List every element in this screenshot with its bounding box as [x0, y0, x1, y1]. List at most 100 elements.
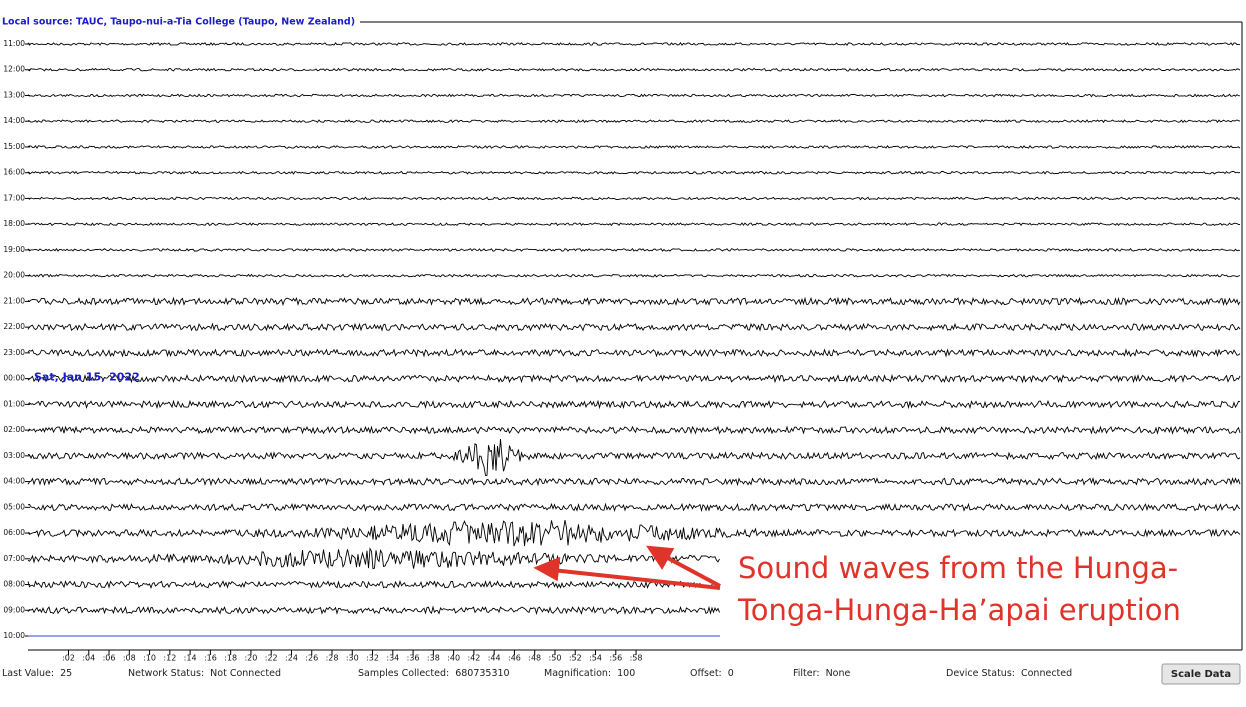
seismic-trace [27, 273, 1241, 278]
annotation-line: Tonga-Hunga-Ha’apai eruption [737, 593, 1181, 627]
hour-label: 00:00 [3, 374, 25, 383]
status-value: Connected [1021, 668, 1072, 679]
seismic-trace [27, 425, 1241, 435]
status-label: Magnification: [544, 668, 611, 679]
status-value: Not Connected [210, 668, 281, 679]
seismic-trace [27, 67, 1241, 72]
arrowhead [646, 545, 675, 570]
minute-label: :04 [82, 654, 95, 663]
status-value: 25 [60, 668, 72, 679]
status-label: Device Status: [946, 668, 1015, 679]
status-field: Last Value: 25 [2, 668, 72, 679]
minute-label: :02 [62, 654, 75, 663]
minute-label: :14 [184, 654, 197, 663]
minute-label: :34 [386, 654, 399, 663]
status-bar [0, 662, 1246, 707]
seismic-trace [27, 399, 1241, 410]
status-label: Last Value: [2, 668, 54, 679]
minute-label: :24 [285, 654, 298, 663]
seismic-trace [27, 476, 1241, 487]
minute-label: :46 [508, 654, 521, 663]
hour-label: 05:00 [3, 502, 25, 511]
hour-label: 12:00 [3, 65, 25, 74]
hour-label: 07:00 [3, 554, 25, 563]
seismic-trace [27, 93, 1241, 98]
minute-label: :26 [305, 654, 318, 663]
status-label: Offset: [690, 668, 722, 679]
minute-label: :58 [630, 654, 643, 663]
status-label: Network Status: [128, 668, 204, 679]
minute-label: :06 [103, 654, 116, 663]
seismic-trace [27, 170, 1241, 175]
minute-label: :42 [467, 654, 480, 663]
hour-label: 01:00 [3, 399, 25, 408]
status-field: Magnification: 100 [544, 668, 635, 679]
minute-label: :28 [326, 654, 339, 663]
hour-label: 08:00 [3, 580, 25, 589]
hour-label: 10:00 [3, 631, 25, 640]
hour-label: 14:00 [3, 116, 25, 125]
seismic-trace [27, 605, 720, 616]
hour-label: 22:00 [3, 322, 25, 331]
seismic-trace [27, 222, 1241, 227]
status-label: Filter: [793, 668, 820, 679]
seismic-trace [27, 547, 720, 570]
seismic-trace [27, 348, 1241, 358]
hour-label: 15:00 [3, 142, 25, 151]
seismic-trace [27, 520, 1241, 547]
hour-label: 09:00 [3, 605, 25, 614]
hour-label: 02:00 [3, 425, 25, 434]
source-title: Local source: TAUC, Taupo-nui-a-Tia Coll… [2, 17, 355, 28]
seismic-trace [27, 247, 1241, 252]
minute-label: :32 [366, 654, 379, 663]
minute-label: :52 [569, 654, 582, 663]
seismic-trace [27, 579, 720, 589]
hour-label: 17:00 [3, 193, 25, 202]
status-field: Filter: None [793, 668, 851, 679]
minute-label: :20 [244, 654, 257, 663]
status-value: 0 [728, 668, 734, 679]
hour-label: 21:00 [3, 296, 25, 305]
minute-label: :40 [447, 654, 460, 663]
status-field: Offset: 0 [690, 668, 734, 679]
minute-label: :48 [528, 654, 541, 663]
annotation-line: Sound waves from the Hunga- [738, 551, 1178, 585]
arrow [551, 568, 721, 590]
seismic-trace [27, 196, 1241, 201]
status-value: 100 [617, 668, 635, 679]
minute-label: :50 [549, 654, 562, 663]
minute-label: :30 [346, 654, 359, 663]
status-value: None [826, 668, 851, 679]
hour-label: 06:00 [3, 528, 25, 537]
button-label[interactable]: Scale Data [1171, 669, 1231, 680]
minute-label: :54 [589, 654, 602, 663]
hour-label: 20:00 [3, 271, 25, 280]
minute-label: :22 [265, 654, 278, 663]
hour-label: 23:00 [3, 348, 25, 357]
status-field: Samples Collected: 680735310 [358, 668, 510, 679]
minute-label: :56 [609, 654, 622, 663]
minute-label: :38 [427, 654, 440, 663]
seismic-trace [27, 296, 1241, 307]
seismic-trace [27, 119, 1241, 124]
seismic-trace [27, 373, 1241, 384]
hour-label: 16:00 [3, 168, 25, 177]
seismic-trace [27, 322, 1241, 332]
arrowhead [533, 556, 561, 582]
minute-label: :12 [163, 654, 176, 663]
scale-data-button[interactable] [1161, 663, 1241, 685]
seismic-trace [27, 145, 1241, 149]
hour-label: 04:00 [3, 477, 25, 486]
hour-label: 11:00 [3, 39, 25, 48]
minute-label: :10 [143, 654, 156, 663]
hour-label: 03:00 [3, 451, 25, 460]
arrow [663, 554, 721, 588]
status-value: 680735310 [455, 668, 509, 679]
minute-label: :16 [204, 654, 217, 663]
seismic-trace [27, 438, 1241, 477]
seismic-trace [27, 502, 1241, 513]
minute-label: :08 [123, 654, 136, 663]
status-field: Device Status: Connected [946, 668, 1072, 679]
date-label: Sat, Jan 15, 2022 [34, 371, 140, 384]
